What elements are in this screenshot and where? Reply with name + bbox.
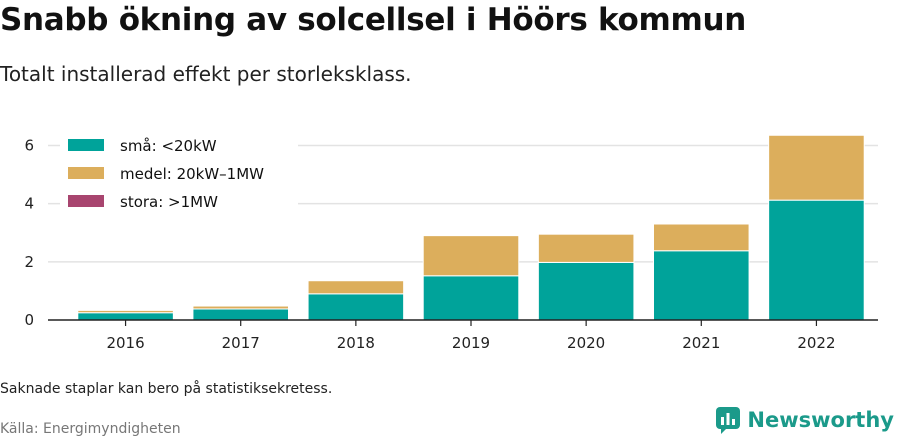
bar-segment (192, 305, 289, 310)
x-tick-label: 2020 (567, 334, 605, 352)
bar-segment (77, 312, 174, 321)
bar-segment (192, 308, 289, 321)
legend-label: medel: 20kW–1MW (120, 165, 264, 183)
brand-name: Newsworthy (747, 408, 894, 432)
y-tick-label: 0 (24, 311, 34, 329)
x-tick-label: 2016 (106, 334, 144, 352)
bar-segment (653, 223, 750, 252)
bar-segment (307, 293, 405, 321)
bar-segment (422, 235, 520, 277)
bar-segment (537, 261, 635, 321)
source-label: Källa: Energimyndigheten (0, 421, 181, 437)
footnote: Saknade staplar kan bero på statistiksek… (0, 381, 333, 397)
legend: små: <20kW medel: 20kW–1MW stora: >1MW (60, 130, 298, 212)
brand-logo: Newsworthy (715, 406, 894, 434)
x-tick-label: 2019 (452, 334, 490, 352)
stacked-bar-chart: 0 2 4 6 2016 2017 2018 2019 2020 2021 2022 små: <2… (24, 130, 878, 352)
bars (77, 134, 865, 321)
y-tick-label: 6 (24, 136, 34, 154)
bar-segment (307, 280, 405, 295)
x-tick-label: 2021 (682, 334, 720, 352)
bar-segment (422, 275, 520, 321)
bar-segment (537, 233, 635, 263)
axes: 0 2 4 6 2016 2017 2018 2019 2020 2021 2022 (24, 136, 878, 352)
newsworthy-logo-icon (716, 407, 741, 434)
chart-title: Snabb ökning av solcellsel i Höörs kommu… (0, 2, 747, 38)
bar-segment (768, 199, 865, 321)
bar-segment (77, 309, 174, 314)
legend-label: små: <20kW (120, 137, 217, 155)
chart-subtitle: Totalt installerad effekt per storlekskl… (0, 62, 412, 86)
legend-label: stora: >1MW (120, 193, 218, 211)
x-tick-label: 2022 (797, 334, 835, 352)
y-tick-label: 4 (24, 195, 34, 213)
x-tick-label: 2017 (222, 334, 260, 352)
legend-swatch (68, 167, 104, 179)
legend-swatch (68, 139, 104, 151)
legend-swatch (68, 195, 104, 207)
bar-segment (768, 134, 865, 201)
y-tick-label: 2 (24, 253, 34, 271)
x-tick-label: 2018 (337, 334, 375, 352)
bar-segment (653, 250, 750, 321)
